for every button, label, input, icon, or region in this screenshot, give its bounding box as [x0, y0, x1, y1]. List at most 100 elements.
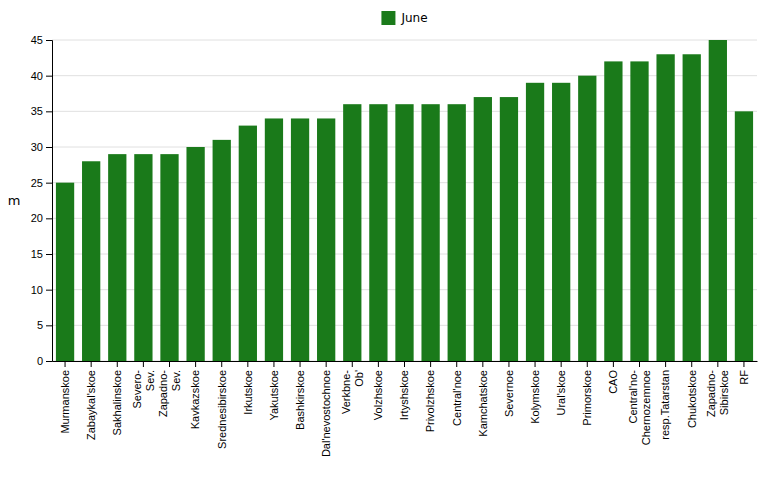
tick-mark: [378, 361, 379, 367]
tick-mark: [717, 361, 718, 367]
bar: [213, 140, 231, 361]
tick-label: Zapadno-Sibirskoe: [705, 370, 730, 417]
x-axis: Murmanskoe Zabaykal'skoe Sakhalinskoe Sever…: [53, 361, 758, 457]
tick-mark: [46, 361, 52, 362]
tick-label: 10: [31, 284, 43, 296]
tick-mark: [665, 361, 666, 367]
tick-label: Central'noe: [451, 370, 463, 426]
bar: [709, 40, 727, 361]
bar: [474, 97, 492, 361]
tick-label: Irkutskoe: [242, 370, 254, 415]
tick-mark: [65, 361, 66, 367]
tick-mark: [691, 361, 692, 367]
tick: RF: [738, 361, 750, 385]
tick-label: Kavkazskoe: [189, 370, 201, 429]
tick-mark: [613, 361, 614, 367]
bar: [500, 97, 518, 361]
tick-mark: [46, 111, 52, 112]
bar: [526, 83, 544, 361]
tick-mark: [404, 361, 405, 367]
tick-mark: [46, 290, 52, 291]
tick-mark: [743, 361, 744, 367]
tick: 45: [31, 34, 52, 46]
bar: [448, 104, 466, 361]
tick-label: Privolzhskoe: [424, 370, 436, 432]
tick-label: 35: [31, 105, 43, 117]
tick-mark: [221, 361, 222, 367]
tick-mark: [273, 361, 274, 367]
tick: resp.Tatarstan: [659, 361, 671, 440]
tick-label: Dal'nevostochnoe: [320, 370, 332, 457]
bar: [134, 154, 152, 361]
tick: Kamchatskoe: [477, 361, 489, 437]
tick: 10: [31, 284, 52, 296]
bar: [56, 183, 74, 361]
tick-label: Severo-Sev.: [131, 370, 156, 409]
chart: Murmanskoe Zabaykal'skoe Sakhalinskoe Sever…: [0, 0, 777, 479]
tick: Murmanskoe: [59, 361, 71, 434]
tick: Ural'skoe: [555, 361, 567, 416]
tick-label: 40: [31, 70, 43, 82]
tick-mark: [46, 76, 52, 77]
tick: Zapadno-Sev.: [157, 361, 182, 417]
tick: Srednesibirskoe: [216, 361, 228, 449]
tick-mark: [535, 361, 536, 367]
bar: [735, 111, 753, 361]
bar: [578, 76, 596, 361]
tick-mark: [587, 361, 588, 367]
tick: Yakutskoe: [268, 361, 280, 421]
tick: 35: [31, 105, 52, 117]
tick-label: Chukotskoe: [686, 370, 698, 428]
tick-label: Kolymskoe: [529, 370, 541, 424]
bars: [56, 40, 753, 361]
tick-label: 25: [31, 177, 43, 189]
tick-label: Central'no-Chernozemnoe: [627, 370, 652, 446]
legend-label: June: [400, 11, 427, 25]
tick: Severnoe: [503, 361, 515, 417]
tick: 25: [31, 177, 52, 189]
tick-label: Severnoe: [503, 370, 515, 417]
bar: [395, 104, 413, 361]
y-axis-label: m: [8, 193, 21, 208]
tick-label: Ural'skoe: [555, 370, 567, 416]
tick-label: 45: [31, 34, 43, 46]
bar: [186, 147, 204, 361]
tick: Verkbne-Ob': [340, 361, 365, 414]
tick: Chukotskoe: [686, 361, 698, 428]
tick-mark: [456, 361, 457, 367]
tick-label: 20: [31, 212, 43, 224]
tick-mark: [46, 325, 52, 326]
tick-label: Zabaykal'skoe: [85, 370, 97, 440]
bar: [552, 83, 570, 361]
bar: [656, 54, 674, 361]
bar: [291, 118, 309, 361]
bar: [369, 104, 387, 361]
tick-mark: [169, 361, 170, 367]
tick-mark: [143, 361, 144, 367]
tick-mark: [46, 218, 52, 219]
bar: [604, 61, 622, 361]
tick-label: Irtyshskoe: [398, 370, 410, 420]
tick: Dal'nevostochnoe: [320, 361, 332, 457]
tick: Zapadno-Sibirskoe: [705, 361, 730, 417]
tick: CAO: [607, 361, 619, 394]
tick: Sakhalinskoe: [111, 361, 123, 435]
tick: Zabaykal'skoe: [85, 361, 97, 440]
tick-label: resp.Tatarstan: [659, 370, 671, 440]
tick-mark: [300, 361, 301, 367]
tick: Severo-Sev.: [131, 361, 156, 409]
bar: [343, 104, 361, 361]
tick-label: Sakhalinskoe: [111, 370, 123, 435]
tick-label: Primorskoe: [581, 370, 593, 426]
tick: Kavkazskoe: [189, 361, 201, 429]
tick: 20: [31, 212, 52, 224]
tick-label: CAO: [607, 370, 619, 394]
tick: Irkutskoe: [242, 361, 254, 415]
bar: [683, 54, 701, 361]
tick-label: Srednesibirskoe: [216, 370, 228, 449]
tick-label: 5: [37, 319, 43, 331]
tick-mark: [326, 361, 327, 367]
grid-line: [52, 75, 757, 76]
bar: [317, 118, 335, 361]
y-axis: 051015202530354045: [31, 34, 53, 367]
